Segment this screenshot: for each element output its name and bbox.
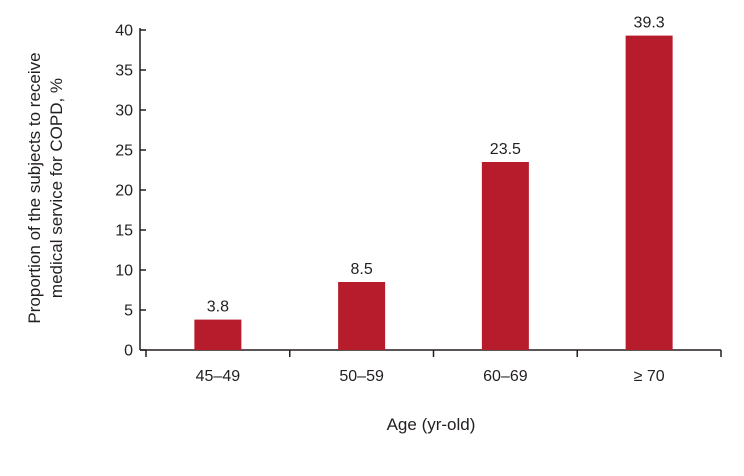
bar-value-label: 23.5 bbox=[490, 141, 521, 158]
x-category-label: ≥ 70 bbox=[634, 368, 665, 385]
bar bbox=[625, 35, 673, 350]
y-tick-label: 15 bbox=[115, 223, 133, 240]
y-axis-title-line-2: medical service for COPD, % bbox=[47, 78, 66, 298]
y-tick-label: 5 bbox=[124, 303, 133, 320]
bar-value-label: 3.8 bbox=[207, 299, 229, 316]
bar bbox=[338, 282, 386, 350]
y-tick-label: 30 bbox=[115, 103, 133, 120]
bar bbox=[481, 162, 529, 350]
y-tick-label: 25 bbox=[115, 143, 133, 160]
y-axis: 0 5 10 15 20 25 30 35 40 bbox=[115, 23, 146, 360]
y-tick-label: 40 bbox=[115, 23, 133, 40]
bar bbox=[194, 319, 242, 350]
y-tick-label: 0 bbox=[124, 343, 133, 360]
y-tick-label: 35 bbox=[115, 63, 133, 80]
data-labels: 3.8 8.5 23.5 39.3 bbox=[207, 15, 665, 316]
bars bbox=[194, 35, 673, 350]
x-category-label: 50–59 bbox=[339, 368, 384, 385]
x-category-label: 60–69 bbox=[483, 368, 528, 385]
y-tick-label: 20 bbox=[115, 183, 133, 200]
bar-value-label: 8.5 bbox=[351, 261, 373, 278]
x-category-label: 45–49 bbox=[196, 368, 241, 385]
bar-value-label: 39.3 bbox=[634, 15, 665, 32]
x-axis-title: Age (yr-old) bbox=[387, 415, 476, 434]
x-axis: 45–49 50–59 60–69 ≥ 70 bbox=[140, 349, 722, 385]
y-tick-label: 10 bbox=[115, 263, 133, 280]
y-axis-title-line-1: Proportion of the subjects to receive bbox=[25, 52, 44, 323]
